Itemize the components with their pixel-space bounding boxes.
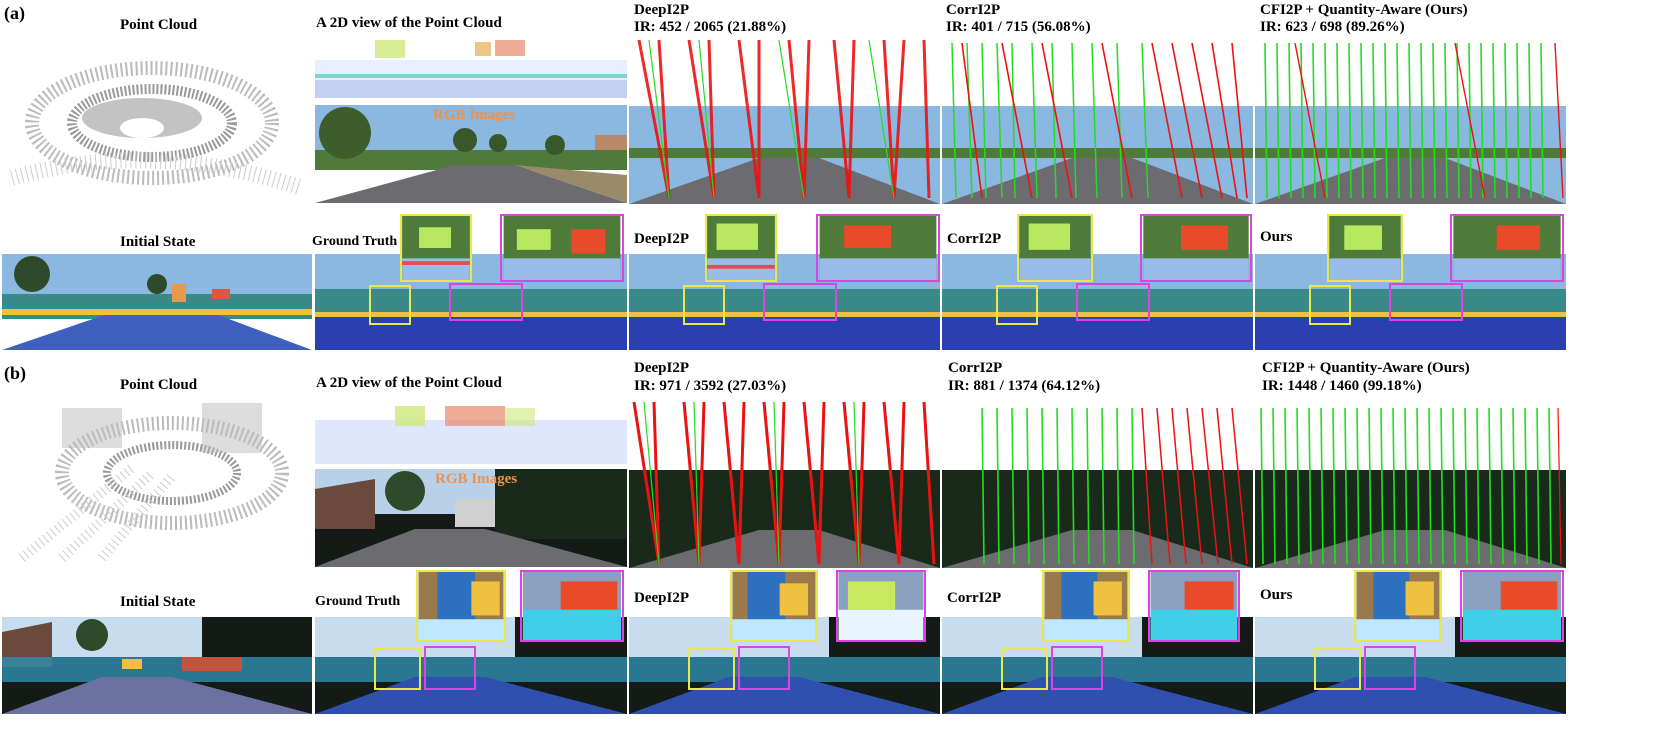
- row-b-point-cloud-label: Point Cloud: [120, 377, 198, 393]
- row-a-method3-correspondence: [1255, 38, 1566, 204]
- row-a-method3-name: CFI2P + Quantity-Aware (Ours): [1260, 2, 1468, 18]
- row-b-gt-label: Ground Truth: [315, 594, 401, 609]
- row-b-point-cloud-image: [2, 398, 310, 566]
- row-a-initial-label: Initial State: [120, 234, 196, 250]
- row-b-initial-label: Initial State: [120, 594, 196, 610]
- row-a-method2-ir: IR: 401 / 715 (56.08%): [946, 19, 1091, 35]
- row-a-corr-label: CorrI2P: [947, 231, 1002, 247]
- row-b-method3-correspondence: [1255, 400, 1566, 568]
- row-a-gt-label: Ground Truth: [312, 234, 398, 249]
- row-b-method2-ir: IR: 881 / 1374 (64.12%): [948, 378, 1101, 394]
- row-a-deep-label: DeepI2P: [634, 231, 689, 247]
- row-a-method2-name: CorrI2P: [946, 2, 1001, 18]
- row-a-corr-image: [942, 254, 1253, 350]
- row-b-method1-ir: IR: 971 / 3592 (27.03%): [634, 378, 787, 394]
- row-b-gt-zoom-1: [416, 570, 506, 642]
- row-b-method2-correspondence: [942, 400, 1253, 568]
- row-b-deep-zoom-2: [836, 570, 926, 642]
- row-b-method3-name: CFI2P + Quantity-Aware (Ours): [1262, 360, 1470, 376]
- row-a-method2-correspondence: [942, 38, 1253, 204]
- row-a-method1-correspondence: [629, 38, 940, 204]
- row-b-view2d-label: A 2D view of the Point Cloud: [316, 375, 502, 391]
- row-a-point-cloud-label: Point Cloud: [120, 17, 198, 33]
- row-a-ours-zoom-1: [1327, 214, 1403, 282]
- row-b-corr-zoom-2: [1148, 570, 1240, 642]
- row-a-rgb-image: RGB Images: [315, 105, 627, 203]
- row-a-corr-zoom-2: [1140, 214, 1252, 282]
- row-a-method1-name: DeepI2P: [634, 2, 689, 18]
- row-b-ours-label: Ours: [1260, 587, 1293, 603]
- row-a-gt-zoom-2: [500, 214, 624, 282]
- row-a-ours-label: Ours: [1260, 229, 1293, 245]
- row-b-method1-correspondence: [629, 400, 940, 568]
- row-b-corr-zoom-1: [1042, 570, 1130, 642]
- row-b-rgb-label: RGB Images: [435, 471, 518, 487]
- row-a-method1-ir: IR: 452 / 2065 (21.88%): [634, 19, 787, 35]
- row-b-method3-ir: IR: 1448 / 1460 (99.18%): [1262, 378, 1422, 394]
- row-a-method3-ir: IR: 623 / 698 (89.26%): [1260, 19, 1405, 35]
- row-b-corr-label: CorrI2P: [947, 590, 1002, 606]
- row-b-ours-zoom-1: [1354, 570, 1442, 642]
- row-b-ours-zoom-2: [1460, 570, 1564, 642]
- row-b-gt-zoom-2: [520, 570, 624, 642]
- row-a-rgb-label: RGB Images: [433, 107, 516, 123]
- row-b-method1-name: DeepI2P: [634, 360, 689, 376]
- row-a-gt-zoom-1: [400, 214, 472, 282]
- row-b-view2d-image: [315, 400, 627, 466]
- row-a-view2d-label: A 2D view of the Point Cloud: [316, 15, 502, 31]
- row-b-method2-name: CorrI2P: [948, 360, 1003, 376]
- row-a-deep-zoom-2: [816, 214, 940, 282]
- row-a-corr-zoom-1: [1017, 214, 1093, 282]
- row-a-deep-zoom-1: [705, 214, 777, 282]
- row-b-tag: (b): [4, 363, 26, 383]
- row-b-initial-state-image: [2, 617, 312, 714]
- row-a-view2d-image: [315, 38, 627, 102]
- row-a-initial-state-image: [2, 254, 312, 350]
- row-a-tag: (a): [4, 3, 25, 23]
- row-a-point-cloud-image: [2, 38, 310, 204]
- row-b-deep-zoom-1: [730, 570, 818, 642]
- row-b-rgb-image: RGB Images: [315, 469, 627, 567]
- row-b-deep-label: DeepI2P: [634, 590, 689, 606]
- row-a-ours-zoom-2: [1450, 214, 1564, 282]
- row-a-ours-image: [1255, 254, 1566, 350]
